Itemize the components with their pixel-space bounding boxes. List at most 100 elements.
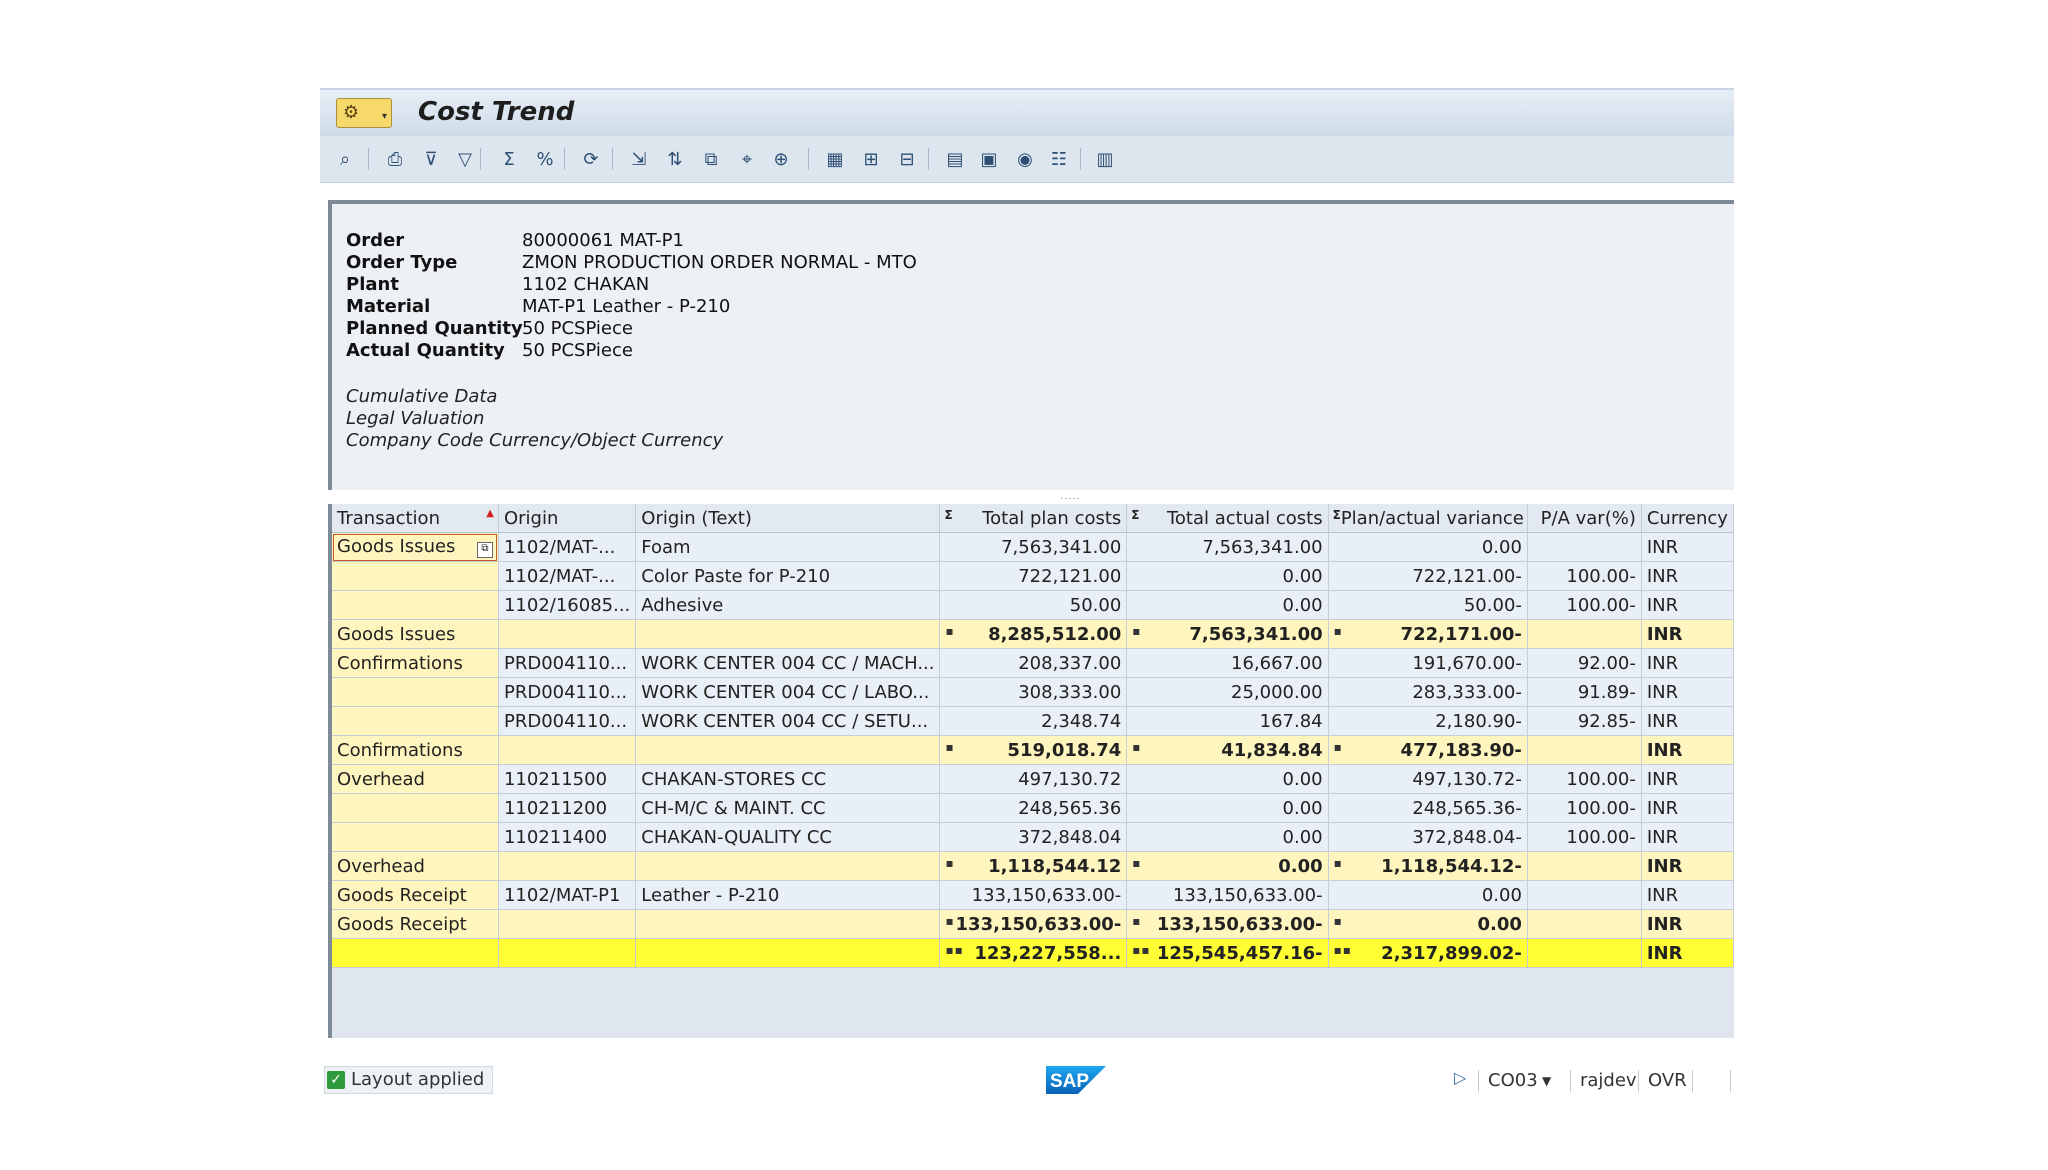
cell-pct[interactable]: 100.00- bbox=[1527, 590, 1642, 620]
cell-pct[interactable]: 100.00- bbox=[1527, 764, 1642, 794]
cell-actual[interactable]: 0.00 bbox=[1126, 590, 1329, 620]
table-row[interactable]: 1102/16085... Adhesive 50.00 0.00 50.00- 100.… bbox=[332, 590, 1735, 620]
table-row[interactable]: PRD004110... WORK CENTER 004 CC / LABO...… bbox=[332, 677, 1735, 707]
cell-variance[interactable]: 2,180.90- bbox=[1328, 706, 1528, 736]
cell-actual[interactable]: ▪ 41,834.84 bbox=[1126, 735, 1329, 765]
cell-currency[interactable]: INR bbox=[1641, 822, 1735, 852]
cell-currency[interactable]: INR bbox=[1641, 706, 1735, 736]
cell-plan[interactable]: 50.00 bbox=[939, 590, 1128, 620]
cell-plan[interactable]: 7,563,341.00 bbox=[939, 532, 1128, 562]
cell-origin[interactable]: PRD004110... bbox=[498, 677, 637, 707]
cell-currency[interactable]: INR bbox=[1641, 532, 1735, 562]
cell-pct[interactable]: 92.00- bbox=[1527, 648, 1642, 678]
cell-pct[interactable] bbox=[1527, 735, 1642, 765]
cell-currency[interactable]: INR bbox=[1641, 909, 1735, 939]
cell-variance[interactable]: ▪▪ 2,317,899.02- bbox=[1328, 938, 1528, 968]
cell-plan[interactable]: 308,333.00 bbox=[939, 677, 1128, 707]
cell-actual[interactable]: ▪▪ 125,545,457.16- bbox=[1126, 938, 1329, 968]
cell-actual[interactable]: 167.84 bbox=[1126, 706, 1329, 736]
cell-plan[interactable]: 208,337.00 bbox=[939, 648, 1128, 678]
refresh-icon[interactable]: ⟳ bbox=[583, 148, 599, 170]
cell-actual[interactable]: 133,150,633.00- bbox=[1126, 880, 1329, 910]
play-icon[interactable]: ▷ bbox=[1454, 1068, 1467, 1087]
subtotal-icon[interactable]: % bbox=[536, 148, 554, 170]
cell-origin[interactable] bbox=[498, 735, 637, 765]
cell-currency[interactable]: INR bbox=[1641, 648, 1735, 678]
cell-actual[interactable]: 0.00 bbox=[1126, 764, 1329, 794]
cell-plan[interactable]: ▪ 519,018.74 bbox=[939, 735, 1128, 765]
cell-plan[interactable]: ▪ 133,150,633.00- bbox=[939, 909, 1128, 939]
cell-origin[interactable]: 110211400 bbox=[498, 822, 637, 852]
cell-plan[interactable]: 722,121.00 bbox=[939, 561, 1128, 591]
cell-actual[interactable]: ▪ 0.00 bbox=[1126, 851, 1329, 881]
cell-actual[interactable]: ▪ 133,150,633.00- bbox=[1126, 909, 1329, 939]
cell-variance[interactable]: 248,565.36- bbox=[1328, 793, 1528, 823]
cell-pct[interactable]: 100.00- bbox=[1527, 793, 1642, 823]
cell-pct[interactable] bbox=[1527, 532, 1642, 562]
cell-plan[interactable]: ▪▪ 123,227,558... bbox=[939, 938, 1128, 968]
column-header[interactable]: Origin (Text) bbox=[635, 504, 941, 533]
insert-mode[interactable]: OVR bbox=[1648, 1070, 1687, 1091]
cell-origin-text[interactable] bbox=[635, 619, 941, 649]
column-header[interactable]: Origin bbox=[498, 504, 637, 533]
cell-currency[interactable]: INR bbox=[1641, 793, 1735, 823]
cell-variance[interactable]: ▪ 0.00 bbox=[1328, 909, 1528, 939]
cell-origin-text[interactable] bbox=[635, 851, 941, 881]
cell-transaction[interactable]: Overhead bbox=[332, 764, 499, 794]
table-row[interactable]: Goods Receipt 1102/MAT-P1 Leather - P-210 1… bbox=[332, 880, 1735, 910]
status-message[interactable]: ✓ Layout applied bbox=[324, 1066, 494, 1094]
cell-origin-text[interactable]: Leather - P-210 bbox=[635, 880, 941, 910]
table-row[interactable]: 110211200 CH-M/C & MAINT. CC 248,565.36 0.0… bbox=[332, 793, 1735, 823]
table-row[interactable]: PRD004110... WORK CENTER 004 CC / SETU...… bbox=[332, 706, 1735, 736]
cell-variance[interactable]: 0.00 bbox=[1328, 532, 1528, 562]
subtotal-row[interactable]: Goods Issues ▪ 8,285,512.00 ▪ 7,563,341.00 ▪ 7… bbox=[332, 619, 1735, 649]
cell-origin-text[interactable]: Foam bbox=[635, 532, 941, 562]
cell-transaction[interactable]: Confirmations bbox=[332, 648, 499, 678]
cell-transaction[interactable] bbox=[332, 938, 499, 968]
column-header[interactable]: Σ Plan/actual variance bbox=[1328, 504, 1528, 533]
transaction-code[interactable]: CO03 bbox=[1488, 1070, 1538, 1091]
column-header[interactable]: Currency bbox=[1641, 504, 1735, 533]
cell-origin-text[interactable] bbox=[635, 909, 941, 939]
cell-transaction[interactable] bbox=[332, 677, 499, 707]
cell-pct[interactable] bbox=[1527, 851, 1642, 881]
cell-variance[interactable]: 191,670.00- bbox=[1328, 648, 1528, 678]
cell-currency[interactable]: INR bbox=[1641, 619, 1735, 649]
cell-variance[interactable]: 50.00- bbox=[1328, 590, 1528, 620]
cell-transaction[interactable] bbox=[332, 793, 499, 823]
calendar-icon[interactable]: ▤ bbox=[946, 148, 964, 170]
popup-icon[interactable]: ⧉ bbox=[476, 542, 493, 558]
table-row[interactable]: Confirmations PRD004110... WORK CENTER 004… bbox=[332, 648, 1735, 678]
cell-currency[interactable]: INR bbox=[1641, 764, 1735, 794]
details-icon[interactable]: ☷ bbox=[1050, 148, 1068, 170]
cell-plan[interactable]: 497,130.72 bbox=[939, 764, 1128, 794]
cell-transaction[interactable] bbox=[332, 822, 499, 852]
cell-currency[interactable]: INR bbox=[1641, 677, 1735, 707]
cell-origin[interactable] bbox=[498, 909, 637, 939]
cell-origin[interactable]: 110211500 bbox=[498, 764, 637, 794]
cell-variance[interactable]: 283,333.00- bbox=[1328, 677, 1528, 707]
system-menu-button[interactable]: ⚙ ▾ bbox=[336, 98, 392, 128]
splitter-grip[interactable]: ····· bbox=[1060, 494, 1081, 505]
column-header[interactable]: Transaction ▲ bbox=[332, 504, 499, 533]
print-icon[interactable]: ⎙ bbox=[387, 148, 403, 170]
cell-actual[interactable]: 0.00 bbox=[1126, 561, 1329, 591]
cell-transaction[interactable] bbox=[332, 706, 499, 736]
graphic-icon[interactable]: ▥ bbox=[1096, 148, 1114, 170]
filter-icon[interactable]: ⊽ bbox=[424, 148, 438, 170]
cell-transaction[interactable]: Goods Receipt bbox=[332, 909, 499, 939]
cell-actual[interactable]: ▪ 7,563,341.00 bbox=[1126, 619, 1329, 649]
cell-plan[interactable]: ▪ 8,285,512.00 bbox=[939, 619, 1128, 649]
cell-variance[interactable]: 497,130.72- bbox=[1328, 764, 1528, 794]
cell-origin-text[interactable]: CH-M/C & MAINT. CC bbox=[635, 793, 941, 823]
cell-plan[interactable]: ▪ 1,118,544.12 bbox=[939, 851, 1128, 881]
cell-pct[interactable] bbox=[1527, 619, 1642, 649]
cell-actual[interactable]: 7,563,341.00 bbox=[1126, 532, 1329, 562]
cell-currency[interactable]: INR bbox=[1641, 735, 1735, 765]
cell-origin-text[interactable]: WORK CENTER 004 CC / SETU... bbox=[635, 706, 941, 736]
cell-plan[interactable]: 133,150,633.00- bbox=[939, 880, 1128, 910]
cell-origin[interactable]: 1102/MAT-P1 bbox=[498, 880, 637, 910]
export-icon[interactable]: ⇲ bbox=[631, 148, 647, 170]
table-row[interactable]: 110211400 CHAKAN-QUALITY CC 372,848.04 0.00… bbox=[332, 822, 1735, 852]
table-row[interactable]: Overhead 110211500 CHAKAN-STORES CC 497,130… bbox=[332, 764, 1735, 794]
